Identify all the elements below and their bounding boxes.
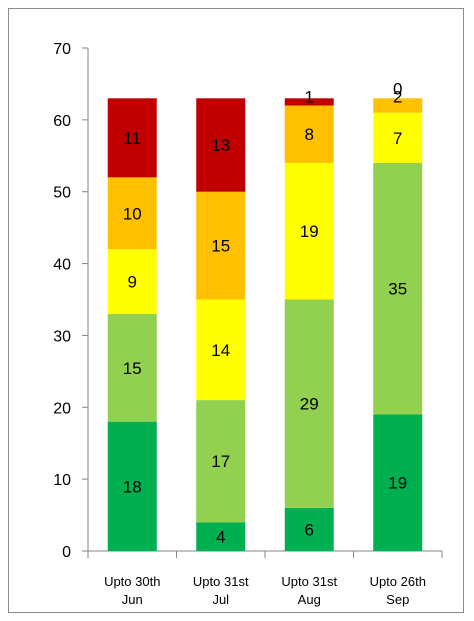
data-label: 15 xyxy=(123,359,142,378)
data-label: 8 xyxy=(305,125,314,144)
bar-segment xyxy=(107,421,157,551)
data-label: 35 xyxy=(388,280,407,299)
bar-segment xyxy=(373,162,423,415)
data-label: 15 xyxy=(211,237,230,256)
data-label: 10 xyxy=(123,204,142,223)
x-tick-label: Upto 31st xyxy=(281,574,337,589)
y-tick-label: 20 xyxy=(53,400,71,417)
bars xyxy=(107,98,423,551)
y-tick-label: 40 xyxy=(53,257,71,274)
bar-segment xyxy=(284,98,334,106)
x-tick-label: Upto 30th xyxy=(104,574,160,589)
data-label: 14 xyxy=(211,341,230,360)
y-tick-label: 60 xyxy=(53,113,71,130)
data-label: 13 xyxy=(211,136,230,155)
bar-segment xyxy=(373,112,423,163)
bar-segment xyxy=(107,177,157,250)
x-tick-label: Sep xyxy=(386,592,409,607)
bar-segment xyxy=(373,414,423,551)
bar-segment xyxy=(196,299,246,401)
bar-segment xyxy=(107,98,157,178)
bar-segment xyxy=(284,507,334,551)
y-tick-label: 30 xyxy=(53,328,71,345)
data-label: 9 xyxy=(128,273,137,292)
data-label: 4 xyxy=(216,528,225,547)
data-label: 0 xyxy=(393,79,402,98)
bar-segment xyxy=(373,98,423,113)
data-label: 19 xyxy=(388,474,407,493)
bar-segment xyxy=(196,400,246,523)
y-tick-label: 0 xyxy=(62,544,71,561)
bar-segment xyxy=(284,299,334,508)
bar-segment xyxy=(196,522,246,551)
bar-segment xyxy=(107,249,157,314)
data-label: 19 xyxy=(300,222,319,241)
data-label: 17 xyxy=(211,452,230,471)
bar-segment xyxy=(284,162,334,300)
data-label: 29 xyxy=(300,395,319,414)
data-label: 11 xyxy=(123,129,141,148)
data-label: 18 xyxy=(123,477,142,496)
data-label: 7 xyxy=(393,129,402,148)
x-tick-label: Upto 31st xyxy=(193,574,249,589)
x-tick-label: Jun xyxy=(122,592,143,607)
y-tick-label: 10 xyxy=(53,472,71,489)
bar-segment xyxy=(196,98,246,192)
bar-segment xyxy=(196,191,246,300)
y-tick-label: 50 xyxy=(53,185,71,202)
x-tick-label: Aug xyxy=(298,592,321,607)
data-label: 2 xyxy=(393,87,402,106)
data-label: 6 xyxy=(305,520,314,539)
x-tick-label: Jul xyxy=(212,592,229,607)
x-tick-label: Upto 26th xyxy=(370,574,426,589)
data-labels: 18 15 9 10 11 4 17 14 15 13 6 29 19 8 1 19 35 7 20 xyxy=(123,79,407,546)
y-tick-label: 70 xyxy=(53,41,71,58)
bar-segment xyxy=(107,313,157,422)
bar-segment xyxy=(284,105,334,163)
data-label: 1 xyxy=(305,87,314,106)
